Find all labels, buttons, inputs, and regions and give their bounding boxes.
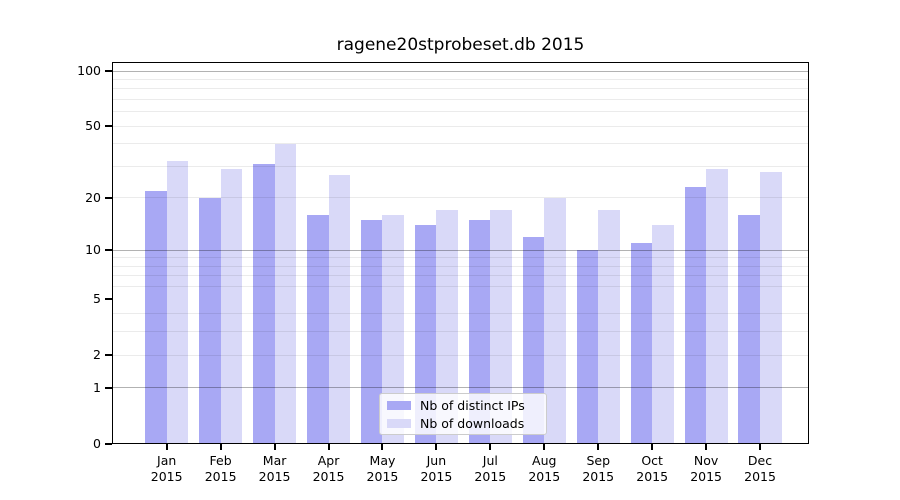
gridline-minor-20 [112, 197, 809, 199]
x-tick-label-jan-2015: Jan 2015 [150, 453, 183, 484]
legend-label-distinct-ips: Nb of distinct IPs [420, 397, 525, 413]
bar-aug-2015-nb-of-distinct-ips [522, 236, 545, 444]
bar-jul-2015-nb-of-distinct-ips [468, 219, 491, 444]
x-tick-label-sep-2015: Sep 2015 [582, 453, 615, 484]
bar-apr-2015-nb-of-distinct-ips [306, 215, 329, 444]
x-tick-feb-2015 [219, 444, 222, 450]
x-tick-mar-2015 [273, 444, 276, 450]
bar-mar-2015-nb-of-distinct-ips [252, 163, 275, 444]
x-tick-oct-2015 [651, 444, 654, 450]
gridline-minor-9 [112, 257, 809, 259]
x-tick-label-apr-2015: Apr 2015 [312, 453, 345, 484]
legend-item-downloads: Nb of downloads [387, 416, 539, 431]
bar-feb-2015-nb-of-distinct-ips [199, 197, 221, 444]
y-tick-label-5: 5 [93, 291, 101, 307]
x-tick-label-aug-2015: Aug 2015 [528, 453, 561, 484]
y-tick-label-0: 0 [93, 436, 101, 451]
bar-jul-2015-nb-of-downloads [490, 210, 512, 444]
bar-sep-2015-nb-of-distinct-ips [576, 250, 599, 444]
legend-swatch-distinct-ips [387, 400, 411, 410]
x-tick-label-feb-2015: Feb 2015 [204, 453, 237, 484]
bar-aug-2015-nb-of-downloads [544, 197, 566, 444]
bar-sep-2015-nb-of-downloads [598, 210, 620, 444]
gridline-minor-2 [112, 354, 809, 356]
chart-title: ragene20stprobeset.db 2015 [336, 35, 585, 55]
x-tick-aug-2015 [543, 444, 546, 450]
gridline-major-10 [112, 249, 809, 251]
gridline-major-1 [112, 387, 809, 389]
bar-jan-2015-nb-of-downloads [166, 161, 189, 444]
bar-oct-2015-nb-of-downloads [652, 225, 674, 444]
gridline-minor-50 [112, 125, 809, 127]
bar-feb-2015-nb-of-downloads [220, 169, 243, 444]
legend-item-distinct-ips: Nb of distinct IPs [387, 398, 539, 413]
gridline-minor-4 [112, 313, 809, 315]
x-tick-jul-2015 [489, 444, 492, 450]
y-tick-label-50: 50 [85, 118, 101, 134]
x-tick-jun-2015 [435, 444, 438, 450]
plot-area [112, 62, 809, 444]
bar-nov-2015-nb-of-distinct-ips [684, 187, 707, 444]
bar-may-2015-nb-of-distinct-ips [360, 219, 383, 444]
bar-oct-2015-nb-of-distinct-ips [630, 243, 653, 444]
gridline-major-100 [112, 70, 809, 72]
x-tick-jan-2015 [165, 444, 168, 450]
bar-jan-2015-nb-of-distinct-ips [145, 190, 167, 444]
bar-nov-2015-nb-of-downloads [706, 169, 728, 444]
y-tick-label-20: 20 [85, 189, 101, 205]
x-tick-nov-2015 [705, 444, 708, 450]
x-tick-label-oct-2015: Oct 2015 [636, 453, 669, 484]
y-tick-label-1: 1 [93, 379, 101, 395]
gridline-minor-30 [112, 166, 809, 167]
gridline-minor-60 [112, 111, 809, 113]
gridline-minor-70 [112, 99, 809, 101]
y-tick-label-10: 10 [85, 242, 101, 258]
gridline-minor-8 [112, 265, 809, 267]
x-tick-label-may-2015: May 2015 [366, 453, 399, 484]
x-tick-label-jul-2015: Jul 2015 [474, 453, 507, 484]
bar-jun-2015-nb-of-distinct-ips [414, 225, 437, 444]
y-tick-2 [105, 354, 112, 357]
x-tick-may-2015 [381, 444, 384, 450]
legend: Nb of distinct IPs Nb of downloads [379, 393, 547, 435]
x-tick-label-jun-2015: Jun 2015 [420, 453, 453, 484]
legend-label-downloads: Nb of downloads [420, 415, 525, 431]
y-tick-50 [105, 125, 112, 128]
bar-jun-2015-nb-of-downloads [436, 210, 458, 444]
y-tick-5 [105, 298, 112, 301]
gridline-minor-80 [112, 88, 809, 90]
y-tick-20 [105, 196, 112, 199]
bar-dec-2015-nb-of-downloads [760, 171, 782, 444]
y-tick-1 [105, 386, 112, 389]
gridline-minor-90 [112, 78, 809, 80]
y-tick-label-2: 2 [93, 347, 101, 363]
x-tick-label-dec-2015: Dec 2015 [744, 453, 776, 484]
gridline-minor-40 [112, 143, 809, 145]
x-tick-sep-2015 [597, 444, 600, 450]
y-tick-0 [105, 443, 112, 445]
x-tick-dec-2015 [759, 444, 762, 450]
x-tick-label-nov-2015: Nov 2015 [690, 453, 722, 484]
bar-apr-2015-nb-of-downloads [328, 174, 351, 444]
gridline-minor-3 [112, 331, 809, 333]
x-tick-label-mar-2015: Mar 2015 [258, 453, 291, 484]
bar-mar-2015-nb-of-downloads [274, 143, 297, 444]
legend-swatch-downloads [387, 418, 411, 428]
y-tick-10 [105, 249, 112, 252]
bar-dec-2015-nb-of-distinct-ips [738, 215, 761, 444]
x-tick-apr-2015 [327, 444, 330, 450]
bar-may-2015-nb-of-downloads [382, 215, 405, 444]
y-tick-label-100: 100 [77, 63, 101, 79]
gridline-minor-6 [112, 286, 809, 288]
gridline-minor-7 [112, 275, 809, 277]
y-tick-100 [105, 70, 112, 73]
